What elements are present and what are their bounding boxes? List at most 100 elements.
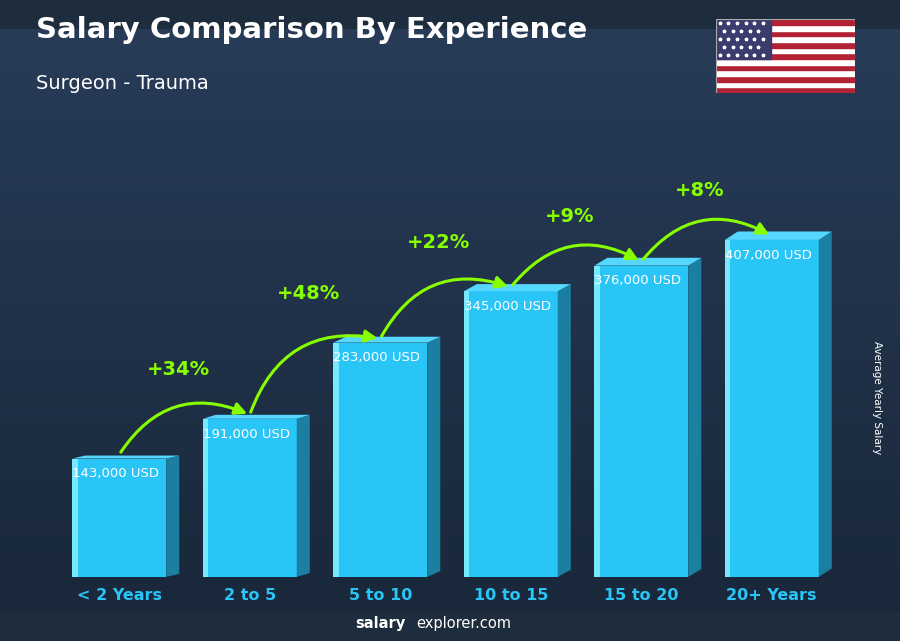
Bar — [0, 388, 900, 394]
Bar — [0, 578, 900, 583]
Bar — [0, 349, 900, 354]
Bar — [0, 102, 900, 107]
Bar — [0, 243, 900, 247]
Bar — [0, 437, 900, 442]
Bar — [0, 568, 900, 573]
Text: +8%: +8% — [675, 181, 724, 200]
Bar — [0, 340, 900, 345]
Polygon shape — [428, 337, 440, 577]
Text: Salary Comparison By Experience: Salary Comparison By Experience — [36, 16, 587, 44]
Bar — [0, 408, 900, 413]
Text: salary: salary — [356, 617, 406, 631]
Bar — [0, 213, 900, 219]
Bar — [0, 272, 900, 277]
Polygon shape — [72, 458, 166, 577]
Bar — [0, 422, 900, 428]
Polygon shape — [202, 419, 297, 577]
Polygon shape — [594, 265, 688, 577]
Bar — [0, 233, 900, 238]
Bar — [716, 71, 855, 76]
Polygon shape — [72, 456, 179, 458]
Bar — [0, 78, 900, 83]
Bar — [0, 500, 900, 505]
Bar — [0, 602, 900, 607]
Bar — [0, 34, 900, 39]
Bar — [0, 379, 900, 383]
Bar — [0, 360, 900, 364]
Bar — [0, 155, 900, 160]
Bar — [716, 65, 855, 71]
Bar — [0, 588, 900, 592]
Polygon shape — [202, 415, 310, 419]
Bar — [0, 330, 900, 335]
Text: +9%: +9% — [544, 207, 594, 226]
Bar — [0, 194, 900, 199]
Bar — [0, 247, 900, 253]
Bar — [0, 403, 900, 408]
Bar — [0, 92, 900, 97]
Text: explorer.com: explorer.com — [417, 617, 512, 631]
Bar — [0, 287, 900, 292]
Bar — [716, 76, 855, 81]
Bar — [0, 267, 900, 272]
Text: Surgeon - Trauma: Surgeon - Trauma — [36, 74, 209, 93]
Text: +48%: +48% — [277, 284, 340, 303]
Bar — [0, 432, 900, 437]
Polygon shape — [464, 284, 571, 291]
Bar — [716, 19, 771, 59]
Bar — [716, 81, 855, 87]
Bar — [716, 31, 855, 37]
Bar — [716, 87, 855, 93]
Bar — [0, 505, 900, 510]
Bar — [0, 418, 900, 422]
Bar — [0, 97, 900, 102]
Polygon shape — [297, 415, 310, 577]
Polygon shape — [333, 342, 339, 577]
Polygon shape — [819, 231, 832, 577]
Text: 283,000 USD: 283,000 USD — [333, 351, 420, 364]
Bar — [0, 573, 900, 578]
Bar — [0, 253, 900, 258]
Bar — [716, 25, 855, 31]
Bar — [0, 335, 900, 340]
Bar — [0, 165, 900, 170]
Bar — [0, 219, 900, 223]
Bar — [0, 126, 900, 131]
Bar — [0, 529, 900, 534]
Bar — [0, 311, 900, 315]
Polygon shape — [724, 240, 731, 577]
Text: 407,000 USD: 407,000 USD — [724, 249, 812, 262]
Bar — [0, 179, 900, 185]
Bar — [0, 466, 900, 471]
Polygon shape — [333, 342, 428, 577]
Bar — [0, 364, 900, 369]
Bar — [0, 524, 900, 529]
Bar — [0, 131, 900, 136]
Polygon shape — [594, 265, 600, 577]
Bar — [0, 476, 900, 481]
Text: 376,000 USD: 376,000 USD — [594, 274, 681, 287]
Bar — [0, 44, 900, 49]
Bar — [0, 199, 900, 204]
Bar — [0, 160, 900, 165]
Bar — [0, 63, 900, 68]
Bar — [0, 87, 900, 92]
Bar — [0, 49, 900, 53]
Bar — [0, 452, 900, 456]
Polygon shape — [724, 240, 819, 577]
Bar — [0, 107, 900, 112]
Bar — [0, 398, 900, 403]
Bar — [0, 447, 900, 452]
Bar — [0, 471, 900, 476]
Bar — [716, 59, 855, 65]
Bar — [0, 539, 900, 544]
Bar — [716, 37, 855, 42]
Bar — [0, 121, 900, 126]
Bar — [0, 383, 900, 388]
Text: 191,000 USD: 191,000 USD — [202, 428, 290, 440]
Bar — [0, 394, 900, 398]
Bar — [0, 534, 900, 539]
Bar — [716, 19, 855, 25]
Bar — [0, 597, 900, 602]
Bar — [0, 374, 900, 379]
